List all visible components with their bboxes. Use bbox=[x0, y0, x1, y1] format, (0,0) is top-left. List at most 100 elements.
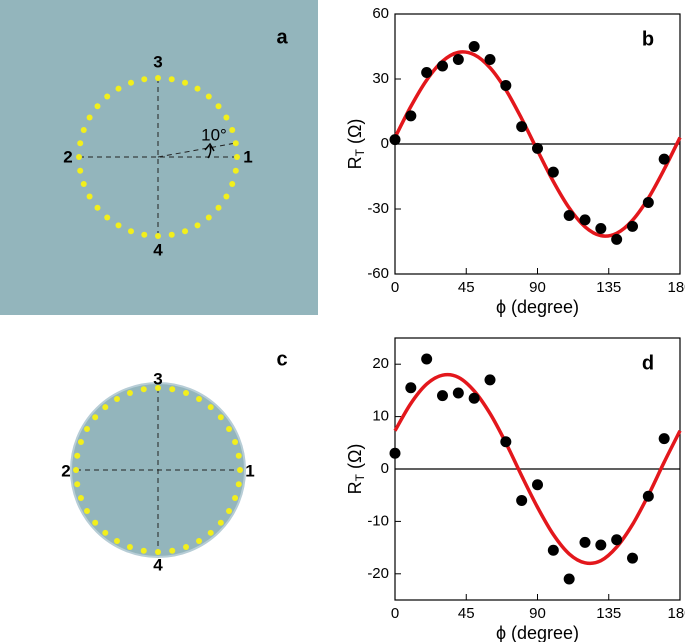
x-tick-label: 0 bbox=[391, 279, 399, 296]
contact-dot bbox=[77, 167, 84, 174]
contact-dot bbox=[92, 414, 99, 421]
contact-dot bbox=[183, 544, 190, 551]
contact-label: 4 bbox=[153, 555, 163, 574]
contact-dot bbox=[223, 193, 230, 200]
contact-dot bbox=[76, 154, 82, 160]
x-tick-label: 45 bbox=[458, 605, 475, 622]
contact-dot bbox=[237, 467, 243, 473]
panel-label: b bbox=[642, 28, 654, 50]
contact-dot bbox=[196, 538, 202, 545]
data-point bbox=[421, 353, 433, 365]
x-tick-label: 135 bbox=[596, 279, 621, 296]
contact-dot bbox=[80, 181, 87, 188]
contact-dot bbox=[226, 426, 233, 432]
data-point bbox=[437, 390, 448, 402]
data-point bbox=[389, 447, 401, 459]
contact-dot bbox=[169, 386, 176, 393]
data-point bbox=[437, 60, 448, 72]
data-point bbox=[468, 41, 480, 52]
angle-label: 10° bbox=[201, 125, 227, 144]
contact-dot bbox=[92, 519, 99, 526]
data-point bbox=[452, 387, 464, 399]
angle-arc bbox=[207, 145, 212, 159]
data-point bbox=[500, 436, 512, 448]
contact-dot bbox=[104, 214, 111, 221]
contact-dot bbox=[232, 167, 239, 174]
data-point bbox=[611, 534, 623, 546]
contact-dot bbox=[140, 386, 147, 393]
contact-dot bbox=[115, 85, 122, 92]
contact-label: 2 bbox=[63, 147, 72, 166]
contact-dot bbox=[77, 495, 84, 502]
data-point bbox=[532, 479, 543, 491]
contact-dot bbox=[74, 481, 81, 488]
y-tick-label: 10 bbox=[372, 408, 389, 425]
data-point bbox=[595, 539, 607, 551]
contact-dot bbox=[94, 204, 101, 211]
data-point bbox=[405, 382, 417, 394]
contact-dot bbox=[127, 228, 134, 235]
y-axis-label: RT(Ω) bbox=[345, 444, 367, 495]
contact-label: 2 bbox=[61, 461, 70, 480]
contact-label: 3 bbox=[153, 52, 162, 71]
panel-label: d bbox=[642, 352, 654, 374]
x-tick-label: 180 bbox=[667, 279, 685, 296]
contacts bbox=[73, 75, 243, 555]
contact-label: 1 bbox=[245, 461, 254, 480]
data-point bbox=[611, 233, 623, 245]
data-point bbox=[579, 536, 591, 548]
contact-label: 4 bbox=[153, 240, 163, 259]
x-axis-label: ϕ (degree) bbox=[496, 623, 579, 642]
contact-dot bbox=[94, 103, 101, 110]
contact-dot bbox=[182, 228, 189, 235]
data-point bbox=[595, 223, 607, 234]
contact-dot bbox=[229, 181, 236, 188]
contact-dot bbox=[194, 85, 201, 92]
y-tick-label: 20 bbox=[372, 355, 389, 372]
data-point bbox=[484, 54, 496, 65]
data-point bbox=[642, 197, 654, 208]
data-point bbox=[516, 121, 528, 133]
y-tick-label: 0 bbox=[381, 460, 389, 477]
y-tick-label: -30 bbox=[367, 200, 389, 217]
y-tick-label: -60 bbox=[367, 265, 389, 282]
contact-dot bbox=[226, 508, 233, 514]
contact-dot bbox=[102, 404, 109, 411]
contact-dot bbox=[73, 467, 79, 473]
data-point bbox=[532, 142, 543, 154]
contact-dot bbox=[126, 544, 133, 551]
data-point bbox=[547, 166, 559, 178]
data-point bbox=[627, 552, 638, 564]
contact-dot bbox=[155, 385, 161, 391]
contact-dot bbox=[235, 452, 242, 459]
data-point bbox=[658, 433, 670, 445]
contact-dot bbox=[114, 538, 120, 545]
data-point bbox=[452, 54, 464, 65]
contact-dot bbox=[217, 414, 224, 421]
data-point bbox=[421, 67, 433, 78]
y-tick-label: 0 bbox=[381, 135, 389, 152]
contact-dot bbox=[77, 140, 84, 147]
y-tick-label: -20 bbox=[367, 565, 389, 582]
data-point bbox=[389, 134, 401, 146]
contact-dot bbox=[83, 426, 90, 432]
contact-dot bbox=[86, 193, 93, 200]
x-tick-label: 180 bbox=[667, 605, 685, 622]
contact-dot bbox=[169, 547, 176, 554]
x-tick-label: 0 bbox=[391, 605, 399, 622]
panel-label: a bbox=[276, 26, 288, 48]
contact-dot bbox=[234, 154, 240, 160]
dashed-line bbox=[157, 142, 237, 158]
contact-dot bbox=[232, 140, 239, 147]
contact-dot bbox=[104, 93, 111, 100]
contact-dot bbox=[155, 233, 161, 239]
contact-dot bbox=[217, 519, 224, 526]
contact-dot bbox=[141, 76, 148, 83]
contact-dot bbox=[155, 549, 161, 555]
contact-dot bbox=[114, 395, 120, 402]
data-point bbox=[627, 220, 638, 232]
data-point bbox=[484, 374, 496, 386]
x-axis-label: ϕ (degree) bbox=[496, 297, 579, 317]
panel-label: c bbox=[276, 348, 287, 370]
